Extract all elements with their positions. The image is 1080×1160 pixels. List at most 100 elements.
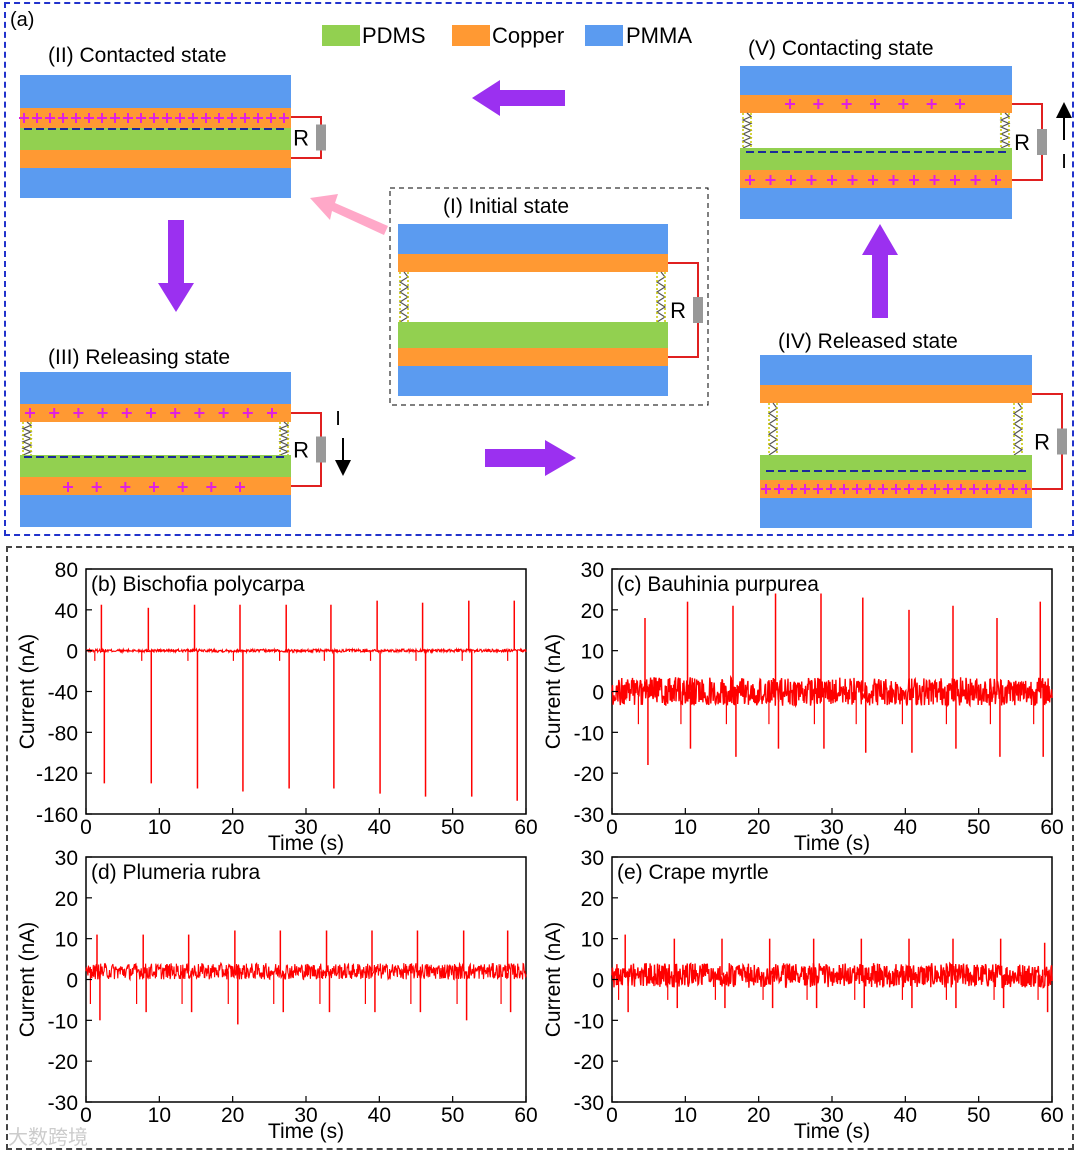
y-tick-label: 20 (55, 888, 78, 911)
contacted-charges (19, 113, 289, 123)
legend-label-pmma: PMMA (626, 23, 692, 48)
x-tick-label: 10 (674, 816, 697, 839)
resistor-label: R (670, 298, 686, 323)
released-pdms (760, 455, 1032, 480)
x-tick-label: 40 (894, 1104, 917, 1127)
teng-schematic: R R R I R R I (19, 66, 1072, 528)
contacting-spring-left (741, 112, 753, 149)
plot-frame (85, 856, 527, 1103)
y-tick-label: 40 (55, 600, 78, 623)
y-tick-label: 30 (55, 847, 78, 870)
panel-a-label: (a) (10, 9, 35, 31)
y-tick-label: 0 (66, 970, 78, 993)
legend-swatch-copper (452, 25, 490, 46)
initial-spring-left (398, 271, 410, 323)
x-tick-label: 20 (221, 1104, 244, 1127)
released-top-pmma (760, 355, 1032, 385)
x-tick-label: 50 (441, 816, 464, 839)
released-bottom-pmma (760, 498, 1032, 528)
x-tick-label: 10 (674, 1104, 697, 1127)
y-tick-label: -20 (574, 763, 604, 786)
arrow-initial-to-contacted (310, 194, 388, 235)
resistor-label: R (1034, 430, 1050, 455)
initial-top-pmma (398, 224, 668, 254)
releasing-bottom-charges (63, 482, 245, 492)
initial-bottom-copper (398, 348, 668, 366)
x-tick-label: 60 (514, 1104, 537, 1127)
y-tick-label: 30 (581, 847, 604, 870)
current-label-contacting: I (1061, 151, 1067, 173)
x-tick-label: 20 (221, 816, 244, 839)
releasing-top-pmma (20, 372, 291, 404)
x-tick-label: 60 (1040, 816, 1063, 839)
y-axis-label: Current (nA) (542, 922, 565, 1038)
initial-state-box (389, 187, 709, 406)
releasing-top-charges (25, 408, 277, 418)
noise-trace (611, 961, 1053, 989)
y-tick-label: -120 (36, 763, 78, 786)
x-tick-label: 50 (967, 816, 990, 839)
resistor-label: R (293, 126, 309, 151)
x-tick-label: 20 (747, 816, 770, 839)
x-tick-label: 30 (820, 816, 843, 839)
contacted-circuit: R (291, 116, 326, 159)
diagram-layer: R R R I R R I (19, 66, 1072, 528)
initial-spring-right (655, 271, 667, 323)
arrow-contacting-to-contacted (472, 80, 565, 116)
legend-swatch-pdms (322, 25, 360, 46)
y-axis-label: Current (nA) (542, 634, 565, 750)
arrow-releasing-to-released (485, 440, 576, 476)
panel-bcde-frame (6, 546, 1074, 1150)
contacting-spring-right (999, 112, 1011, 149)
x-tick-label: 10 (148, 816, 171, 839)
y-tick-label: -30 (48, 1092, 78, 1115)
resistor-label: R (1014, 130, 1030, 155)
x-tick-label: 0 (606, 816, 618, 839)
releasing-spring-right (278, 421, 290, 456)
current-label-releasing: I (335, 408, 341, 430)
y-tick-label: 10 (55, 929, 78, 952)
x-tick-label: 30 (820, 1104, 843, 1127)
x-tick-label: 50 (441, 1104, 464, 1127)
panel-label: (c) Bauhinia purpurea (617, 573, 819, 596)
x-tick-label: 0 (80, 1104, 92, 1127)
contacted-bottom-copper (20, 150, 291, 168)
arrow-released-to-contacting (862, 224, 898, 318)
x-tick-label: 50 (967, 1104, 990, 1127)
x-tick-label: 30 (294, 1104, 317, 1127)
y-tick-label: -30 (574, 804, 604, 827)
released-spring-left (767, 402, 779, 456)
releasing-pdms (20, 455, 291, 477)
contacted-top-pmma (20, 75, 291, 108)
state-title-contacted: (II) Contacted state (48, 44, 227, 67)
y-tick-label: -20 (574, 1051, 604, 1074)
y-tick-label: -10 (574, 722, 604, 745)
watermark: 大数跨境 (8, 1127, 88, 1149)
x-tick-label: 10 (148, 1104, 171, 1127)
x-tick-label: 40 (368, 1104, 391, 1127)
x-tick-label: 60 (1040, 1104, 1063, 1127)
released-charges (761, 484, 1031, 494)
x-tick-label: 40 (368, 816, 391, 839)
x-axis-label: Time (s) (268, 1120, 344, 1143)
x-axis-label: Time (s) (268, 832, 344, 855)
y-axis-label: Current (nA) (16, 922, 39, 1038)
y-tick-label: -80 (48, 722, 78, 745)
y-tick-label: 10 (581, 641, 604, 664)
y-tick-label: -10 (48, 1010, 78, 1033)
legend-swatch-pmma (585, 25, 623, 46)
legend-label-pdms: PDMS (362, 23, 426, 48)
contacting-bottom-pmma (740, 188, 1012, 219)
contacting-top-pmma (740, 66, 1012, 95)
y-tick-label: 0 (592, 970, 604, 993)
state-title-initial: (I) Initial state (443, 195, 570, 218)
initial-circuit: R (668, 262, 703, 358)
initial-bottom-pmma (398, 366, 668, 396)
x-axis-label: Time (s) (794, 1120, 870, 1143)
y-tick-label: 0 (592, 682, 604, 705)
contacting-bottom-charges (745, 175, 1001, 185)
